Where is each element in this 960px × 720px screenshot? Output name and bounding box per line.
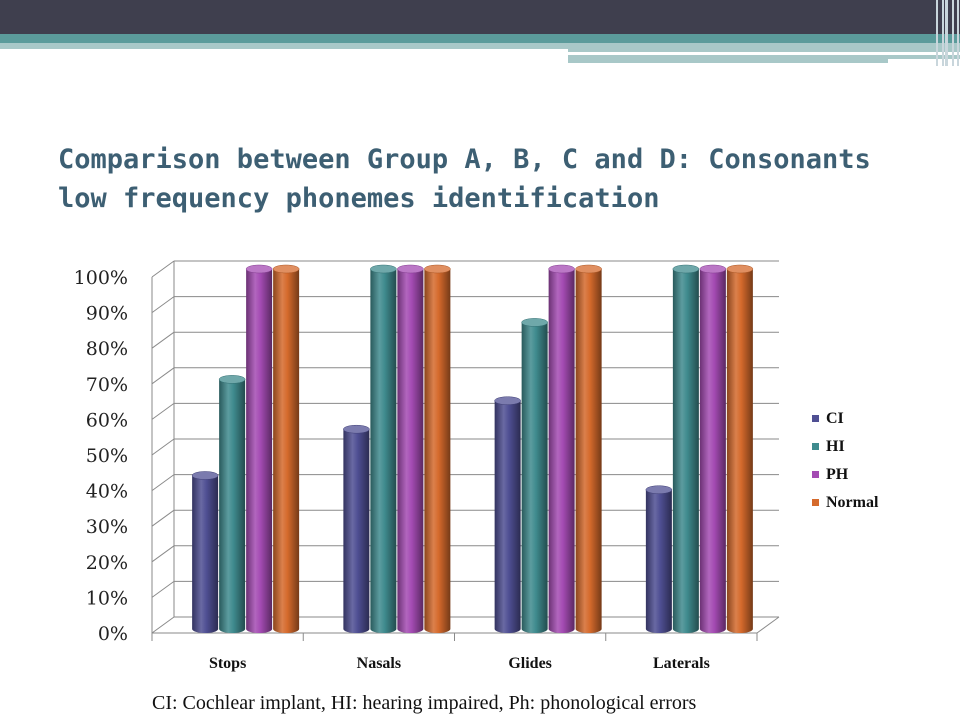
header-right-bar-tail (775, 55, 960, 59)
bar-hi-glides (521, 322, 548, 633)
bar-hi-laterals (672, 269, 699, 633)
y-tick-label: 20% (86, 552, 128, 574)
bar-ci-stops (192, 475, 219, 633)
gridline-side (151, 260, 175, 278)
x-category-label: Stops (209, 655, 246, 672)
bar-normal-nasals (424, 269, 451, 633)
legend-swatch-hi (812, 443, 819, 450)
bar-normal-glides (575, 269, 602, 633)
bar-ci-nasals (343, 429, 370, 633)
bar-ph-nasals (397, 269, 424, 633)
header-sub-band (0, 43, 568, 49)
bar-top-hi-laterals (672, 264, 700, 274)
gridline-side (151, 474, 175, 492)
header-right-bar-lower (568, 55, 888, 63)
legend-swatch-normal (812, 499, 819, 506)
bar-hi-stops (219, 379, 246, 633)
bar-top-normal-nasals (424, 264, 451, 274)
x-category-label: Nasals (357, 655, 401, 672)
bar-hi-nasals (370, 269, 397, 633)
bar-ci-glides (494, 400, 521, 633)
bar-top-hi-stops (218, 375, 246, 384)
bar-top-ci-laterals (645, 485, 673, 494)
y-tick-label: 30% (86, 516, 128, 538)
header-band (0, 0, 960, 34)
bar-normal-laterals (726, 269, 753, 633)
slide-title-line2: low frequency phonemes identification (58, 183, 660, 214)
legend-label-normal: Normal (826, 494, 879, 511)
slide-title-line1: Comparison between Group A, B, C and D: … (58, 144, 871, 175)
legend-label-ph: PH (826, 466, 849, 483)
legend-swatch-ci (812, 415, 819, 422)
y-tick-label: 40% (86, 481, 128, 503)
bar-top-ph-stops (245, 264, 273, 274)
bar-top-ci-glides (494, 396, 521, 405)
gridline-side (151, 545, 175, 563)
gridline-side (151, 402, 175, 420)
x-category-label: Glides (508, 655, 552, 672)
y-tick-label: 60% (86, 409, 128, 431)
y-tick-label: 100% (74, 267, 128, 289)
y-tick-label: 0% (98, 623, 128, 645)
bar-ph-laterals (699, 269, 726, 633)
y-tick-label: 50% (86, 445, 128, 467)
bar-ph-stops (246, 269, 273, 633)
header-stripe (568, 52, 888, 55)
gridline-side (151, 296, 175, 314)
slide-title: Comparison between Group A, B, C and D: … (58, 140, 938, 218)
bar-top-hi-nasals (370, 264, 397, 274)
bar-ci-laterals (645, 489, 672, 633)
bar-top-ci-stops (191, 471, 219, 480)
bar-top-ph-nasals (397, 264, 424, 274)
y-tick-label: 80% (86, 338, 128, 360)
gridline-side (151, 580, 175, 598)
bar-top-normal-glides (575, 264, 602, 274)
legend-label-ci: CI (826, 410, 844, 427)
header-vertical-lines (930, 0, 960, 66)
gridline-side (151, 367, 175, 385)
x-category-label: Laterals (653, 655, 710, 672)
bar-ph-glides (548, 269, 575, 633)
header-right-bar (568, 43, 960, 52)
bar-normal-stops (273, 269, 300, 633)
bar-top-ci-nasals (343, 424, 370, 434)
gridline-side (151, 616, 175, 634)
legend-label-hi: HI (826, 438, 845, 455)
bar-top-hi-glides (521, 318, 548, 327)
legend-swatch-ph (812, 471, 819, 478)
y-tick-label: 90% (86, 303, 128, 325)
header-accent-band (0, 34, 960, 43)
gridline-side (151, 509, 175, 527)
bar-top-normal-stops (272, 264, 300, 274)
gridline-side (151, 331, 175, 349)
gridline-side (151, 438, 175, 456)
footnote: CI: Cochlear implant, HI: hearing impair… (152, 692, 697, 714)
y-tick-label: 10% (86, 587, 128, 609)
floor-right-edge (756, 616, 780, 634)
bar-top-ph-laterals (699, 264, 727, 274)
y-tick-label: 70% (86, 374, 128, 396)
bar-top-ph-glides (548, 264, 575, 274)
bar-top-normal-laterals (726, 264, 754, 274)
